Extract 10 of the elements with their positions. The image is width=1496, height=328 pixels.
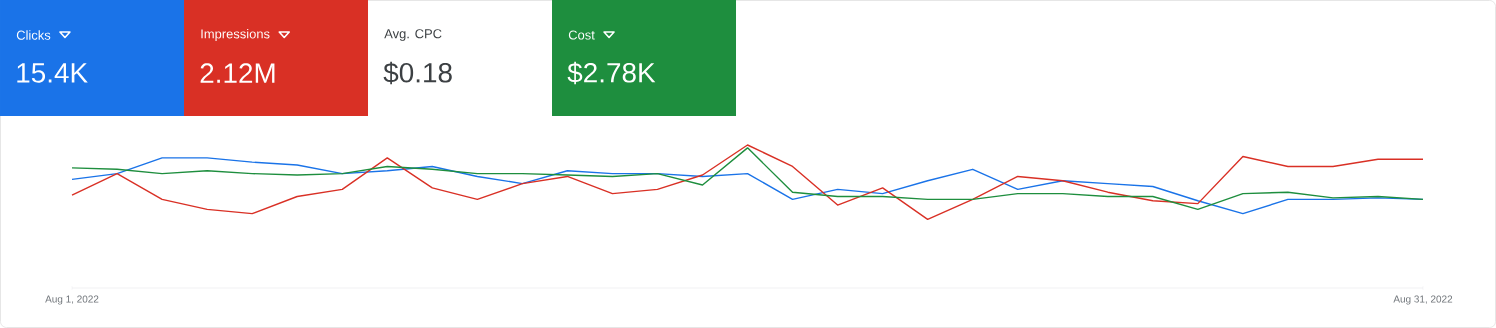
text: $0.18 (383, 61, 452, 85)
x-tick-label: Aug 1, 2022 (45, 295, 99, 305)
text: 2.12M (200, 63, 275, 83)
legend-label: Impressions (201, 28, 270, 42)
text: 15.4K (17, 63, 88, 83)
text: $2.78K (567, 61, 656, 85)
x-tick-label: Aug 31, 2022 (1393, 295, 1453, 305)
legend-label: Cost (568, 30, 595, 40)
text: Avg. CPC (384, 29, 442, 41)
legend-label: Clicks (16, 30, 51, 40)
